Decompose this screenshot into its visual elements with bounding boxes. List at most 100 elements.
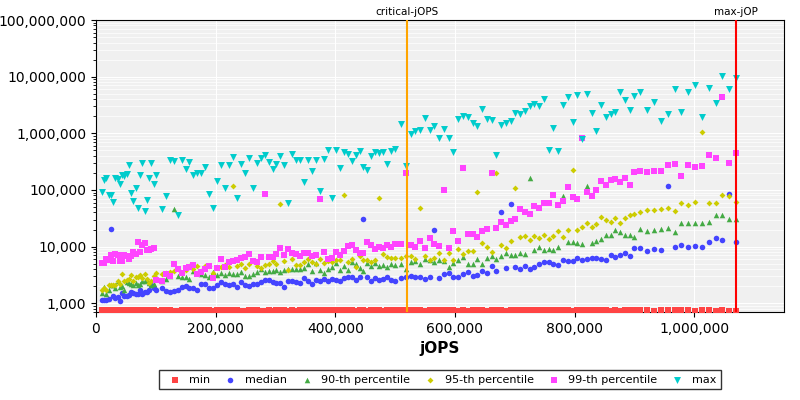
median bbox=[118, 292, 131, 299]
median bbox=[107, 292, 120, 299]
90-th percentile bbox=[438, 257, 450, 264]
99-th percentile bbox=[404, 242, 417, 248]
95-th percentile bbox=[438, 256, 450, 263]
max bbox=[127, 198, 140, 204]
90-th percentile bbox=[373, 262, 386, 269]
95-th percentile bbox=[423, 257, 436, 263]
99-th percentile bbox=[131, 238, 144, 245]
min bbox=[357, 307, 370, 313]
min bbox=[557, 307, 570, 314]
95-th percentile bbox=[377, 251, 390, 257]
max bbox=[226, 154, 239, 160]
99-th percentile bbox=[100, 256, 113, 262]
99-th percentile bbox=[349, 247, 362, 253]
min bbox=[246, 307, 259, 314]
95-th percentile bbox=[609, 214, 622, 221]
min bbox=[150, 307, 162, 314]
median bbox=[547, 260, 560, 267]
90-th percentile bbox=[203, 274, 216, 280]
99-th percentile bbox=[675, 173, 688, 180]
99-th percentile bbox=[210, 264, 223, 271]
95-th percentile bbox=[428, 254, 441, 261]
min bbox=[195, 307, 208, 314]
min bbox=[302, 307, 314, 314]
median bbox=[207, 284, 220, 291]
median bbox=[433, 275, 446, 281]
median bbox=[562, 258, 574, 264]
min bbox=[141, 307, 154, 314]
99-th percentile bbox=[114, 258, 126, 264]
90-th percentile bbox=[668, 229, 681, 235]
99-th percentile bbox=[191, 271, 204, 278]
99-th percentile bbox=[557, 198, 570, 205]
95-th percentile bbox=[111, 277, 124, 284]
max bbox=[566, 119, 579, 125]
min bbox=[418, 307, 431, 314]
min bbox=[318, 307, 330, 314]
95-th percentile bbox=[433, 249, 446, 256]
max bbox=[334, 165, 346, 171]
99-th percentile bbox=[623, 182, 636, 188]
max bbox=[552, 148, 565, 154]
99-th percentile bbox=[102, 257, 115, 264]
median bbox=[614, 252, 626, 258]
min bbox=[254, 307, 267, 314]
90-th percentile bbox=[155, 278, 168, 284]
max bbox=[147, 181, 160, 188]
max bbox=[134, 172, 146, 178]
max bbox=[107, 199, 120, 206]
max bbox=[142, 175, 155, 181]
max bbox=[230, 194, 243, 201]
median bbox=[494, 209, 507, 216]
90-th percentile bbox=[533, 244, 546, 250]
99-th percentile bbox=[306, 252, 318, 259]
99-th percentile bbox=[278, 252, 291, 258]
min bbox=[138, 307, 151, 313]
99-th percentile bbox=[648, 168, 661, 174]
max bbox=[338, 149, 350, 155]
99-th percentile bbox=[618, 174, 631, 181]
99-th percentile bbox=[604, 177, 617, 184]
90-th percentile bbox=[414, 261, 426, 268]
median bbox=[566, 258, 579, 264]
min bbox=[155, 307, 168, 313]
min bbox=[452, 307, 465, 314]
median bbox=[314, 278, 326, 284]
90-th percentile bbox=[566, 239, 579, 246]
90-th percentile bbox=[710, 212, 722, 218]
90-th percentile bbox=[730, 216, 742, 222]
max bbox=[668, 86, 681, 92]
min bbox=[278, 307, 291, 314]
99-th percentile bbox=[142, 247, 155, 253]
min bbox=[490, 307, 502, 314]
min bbox=[471, 307, 484, 313]
90-th percentile bbox=[349, 260, 362, 267]
min bbox=[623, 307, 636, 314]
99-th percentile bbox=[155, 278, 168, 284]
max bbox=[509, 110, 522, 116]
median bbox=[195, 281, 208, 287]
90-th percentile bbox=[385, 260, 398, 267]
median bbox=[214, 279, 227, 285]
99-th percentile bbox=[298, 250, 310, 256]
median bbox=[514, 266, 526, 272]
95-th percentile bbox=[357, 256, 370, 263]
min bbox=[179, 307, 192, 314]
95-th percentile bbox=[118, 277, 131, 284]
max bbox=[365, 153, 378, 159]
median bbox=[428, 226, 441, 233]
median bbox=[127, 290, 140, 296]
median bbox=[381, 273, 394, 280]
90-th percentile bbox=[294, 266, 306, 272]
min bbox=[566, 307, 579, 314]
min bbox=[389, 307, 402, 314]
max bbox=[136, 160, 149, 166]
max bbox=[330, 147, 342, 153]
95-th percentile bbox=[298, 259, 310, 266]
90-th percentile bbox=[250, 269, 263, 275]
99-th percentile bbox=[187, 262, 200, 268]
median bbox=[552, 262, 565, 268]
median bbox=[438, 271, 450, 277]
median bbox=[298, 275, 310, 282]
median bbox=[290, 278, 302, 285]
